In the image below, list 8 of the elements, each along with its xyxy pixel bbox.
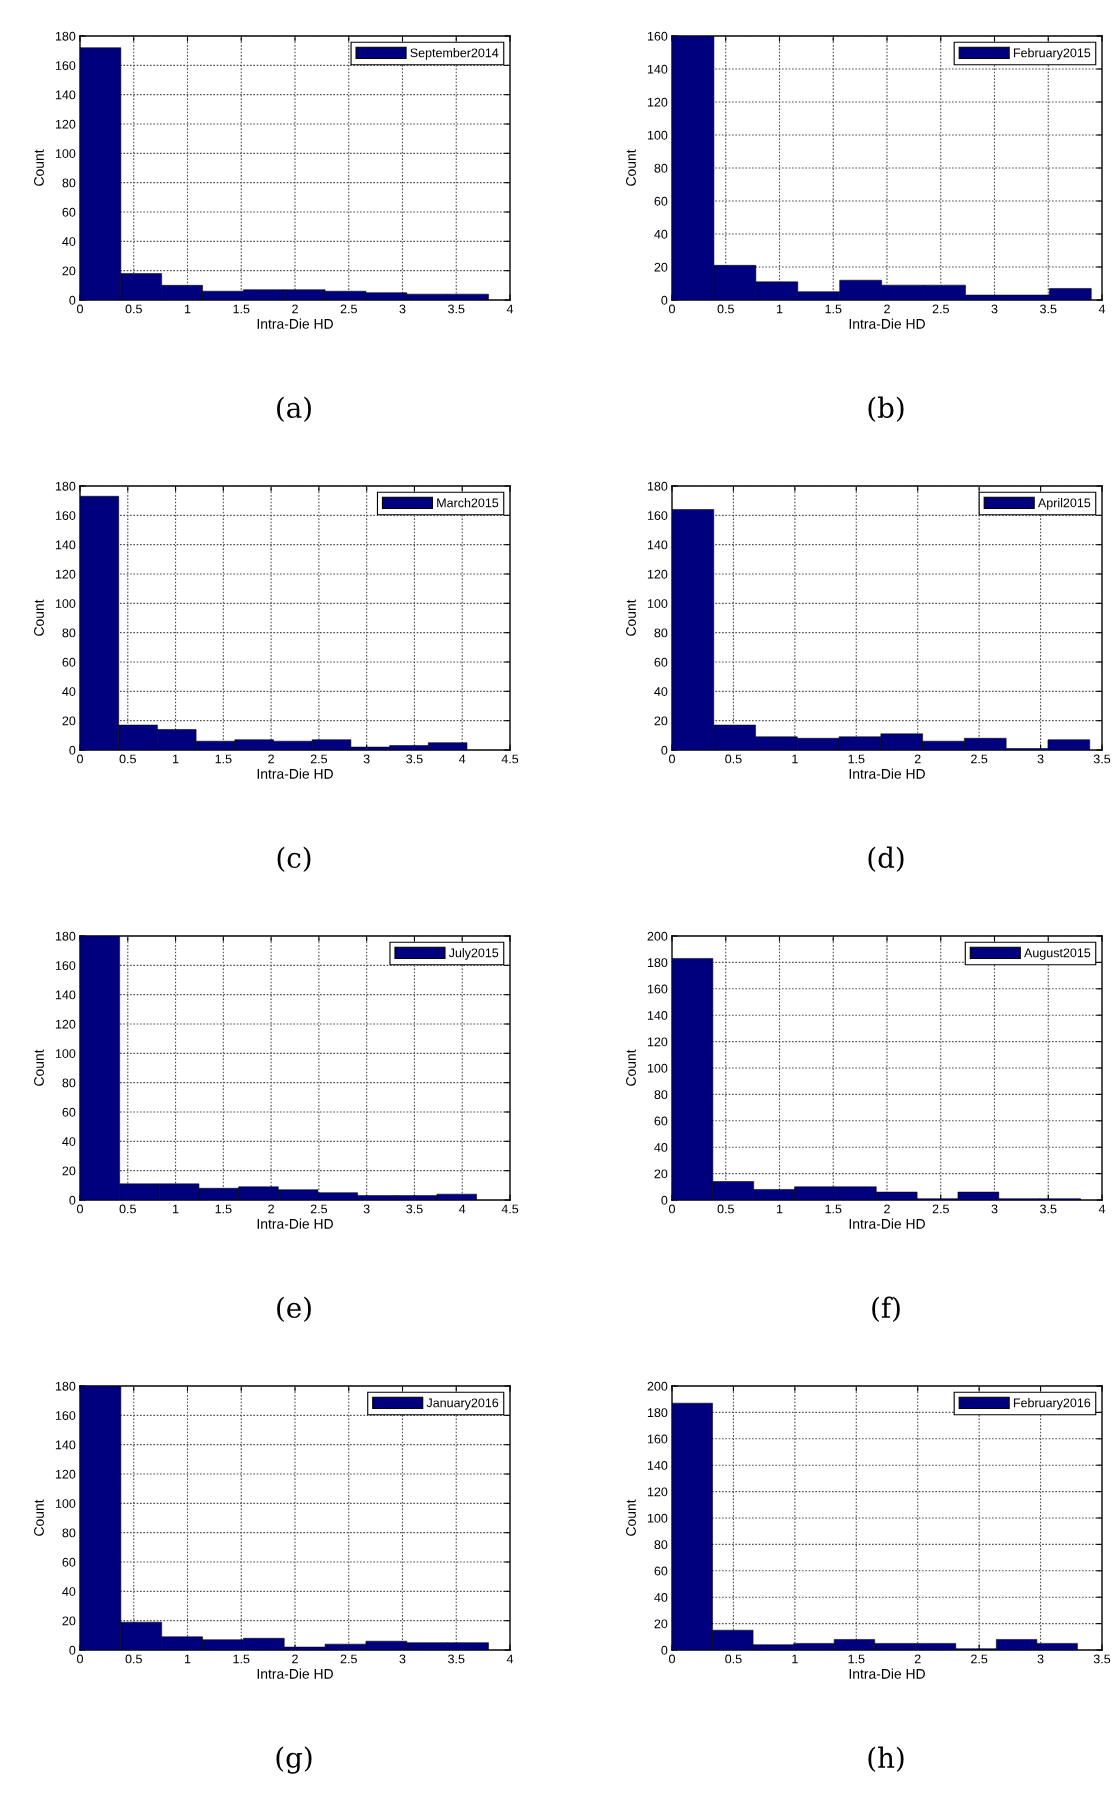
text: (d)	[868, 846, 904, 872]
text: (h)	[868, 1746, 904, 1772]
text: (c)	[277, 846, 311, 872]
text: (e)	[277, 1296, 311, 1322]
text: (b)	[868, 396, 904, 422]
text: (a)	[277, 396, 311, 422]
text: (f)	[872, 1296, 900, 1322]
text: (g)	[276, 1746, 312, 1774]
